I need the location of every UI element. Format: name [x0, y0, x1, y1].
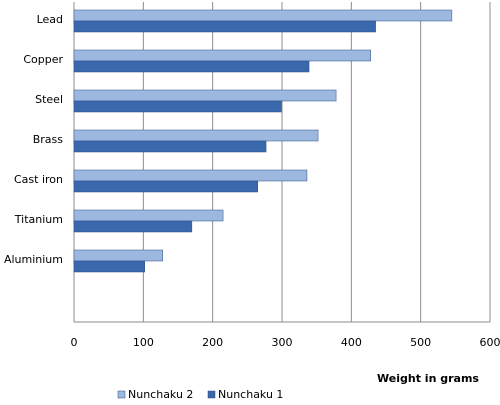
bar: [73, 20, 376, 33]
y-tick-label: Aluminium: [4, 253, 63, 266]
legend-label: Nunchaku 2: [128, 388, 193, 401]
y-tick-label: Lead: [37, 13, 63, 26]
bar: [73, 100, 282, 113]
x-tick-label: 400: [341, 336, 362, 349]
bar: [73, 249, 163, 262]
legend-swatch: [117, 390, 126, 399]
y-tick-label: Titanium: [14, 213, 63, 226]
x-axis-title: Weight in grams: [377, 372, 479, 385]
bar: [73, 9, 453, 22]
y-tick-label: Steel: [35, 93, 63, 106]
bar: [73, 60, 310, 73]
bar: [73, 140, 267, 153]
bar: [73, 89, 337, 102]
x-tick-label: 200: [202, 336, 223, 349]
x-tick-label: 500: [410, 336, 431, 349]
bar: [73, 260, 145, 273]
x-tick-label: 600: [480, 336, 500, 349]
bar: [73, 180, 258, 193]
y-tick-label: Brass: [33, 133, 64, 146]
bar: [73, 220, 193, 233]
legend-swatch: [207, 390, 216, 399]
bar: [73, 129, 319, 142]
bar: [73, 209, 224, 222]
y-tick-label: Cast iron: [14, 173, 63, 186]
x-tick-label: 0: [71, 336, 78, 349]
bar: [73, 49, 371, 62]
bar: [73, 169, 308, 182]
x-tick-label: 300: [272, 336, 293, 349]
legend-label: Nunchaku 1: [218, 388, 283, 401]
x-tick-label: 100: [133, 336, 154, 349]
y-tick-label: Copper: [23, 53, 63, 66]
